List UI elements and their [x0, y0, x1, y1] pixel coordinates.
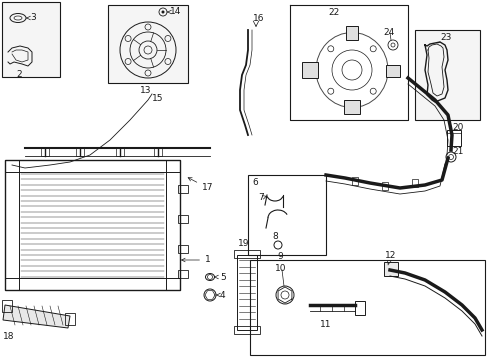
Text: 2: 2	[16, 70, 22, 79]
Text: 17: 17	[188, 177, 214, 193]
Bar	[250, 260, 485, 355]
Text: 8: 8	[272, 232, 278, 241]
Bar	[76, 148, 84, 156]
Bar	[234, 326, 260, 334]
Bar	[65, 313, 75, 325]
Text: 23: 23	[440, 33, 451, 42]
Text: 4: 4	[217, 291, 225, 300]
Text: 7: 7	[258, 194, 267, 202]
Text: 15: 15	[152, 94, 164, 103]
Bar	[237, 255, 257, 330]
Text: 22: 22	[328, 8, 339, 17]
Bar	[355, 301, 365, 315]
Bar	[154, 148, 162, 156]
Bar	[5, 160, 180, 290]
Text: 19: 19	[238, 239, 249, 248]
Text: 5: 5	[215, 273, 226, 282]
Text: 20: 20	[452, 123, 464, 132]
Text: 1: 1	[182, 256, 211, 265]
Bar	[166, 160, 180, 290]
Bar	[384, 262, 398, 276]
Bar	[352, 177, 358, 185]
Bar	[178, 245, 188, 253]
Bar	[2, 2, 60, 77]
Text: 11: 11	[320, 320, 332, 329]
Text: 16: 16	[253, 14, 265, 23]
Bar	[108, 5, 188, 83]
Text: 12: 12	[385, 251, 396, 265]
Circle shape	[162, 10, 165, 13]
Bar	[412, 179, 418, 187]
Text: 21: 21	[452, 147, 464, 156]
Bar	[116, 148, 124, 156]
Bar	[248, 175, 326, 255]
Bar	[386, 65, 400, 77]
Polygon shape	[3, 305, 70, 328]
Text: 18: 18	[3, 332, 15, 341]
Text: 13: 13	[140, 86, 151, 95]
Bar	[382, 182, 388, 190]
Bar	[302, 62, 318, 78]
Bar	[234, 250, 260, 258]
Text: 3: 3	[27, 13, 36, 22]
Text: 14: 14	[167, 8, 181, 17]
Bar	[5, 160, 19, 290]
Bar	[178, 185, 188, 193]
Bar	[415, 30, 480, 120]
Text: 10: 10	[275, 264, 287, 273]
Bar	[41, 148, 49, 156]
Bar	[344, 100, 360, 114]
Bar	[2, 300, 12, 312]
Bar	[5, 278, 180, 290]
Bar	[346, 26, 358, 40]
Text: 9: 9	[277, 252, 283, 261]
Bar	[178, 270, 188, 278]
Text: 24: 24	[383, 28, 394, 37]
Bar	[447, 130, 461, 146]
Bar	[178, 215, 188, 223]
Text: 6: 6	[252, 178, 258, 187]
Bar	[5, 160, 180, 172]
